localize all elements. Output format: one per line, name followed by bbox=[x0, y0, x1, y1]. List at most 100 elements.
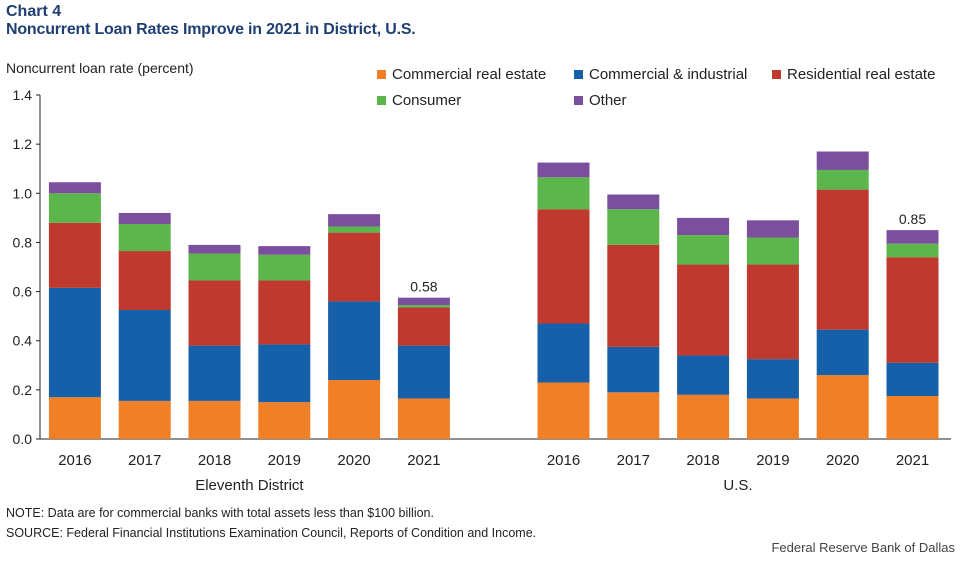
x-tick-label: 2018 bbox=[686, 452, 719, 469]
y-tick-label: 0.4 bbox=[13, 333, 33, 349]
x-tick-label: 2020 bbox=[337, 452, 370, 469]
bar-segment bbox=[328, 301, 381, 381]
bar-segment bbox=[607, 346, 660, 393]
bar-segment bbox=[328, 232, 381, 302]
y-tick-label: 1.2 bbox=[13, 136, 33, 152]
bar-segment bbox=[816, 189, 869, 330]
data-label: 0.58 bbox=[410, 279, 437, 295]
bar-segment bbox=[328, 214, 381, 227]
y-tick-label: 0.8 bbox=[13, 234, 33, 250]
bar-segment bbox=[397, 398, 450, 439]
y-tick-label: 0.6 bbox=[13, 284, 33, 300]
bar-segment bbox=[746, 237, 799, 265]
bar-segment bbox=[677, 394, 730, 439]
bar-segment bbox=[48, 182, 101, 194]
legend-item-residential-real-estate: Residential real estate bbox=[772, 66, 935, 83]
bar-segment bbox=[886, 257, 939, 363]
x-tick-label: 2017 bbox=[617, 452, 650, 469]
bar-segment bbox=[118, 400, 171, 439]
y-tick-label: 1.4 bbox=[13, 87, 33, 103]
bar-segment bbox=[397, 307, 450, 346]
bar-segment bbox=[397, 297, 450, 306]
bar-segment bbox=[118, 251, 171, 310]
bar-segment bbox=[886, 396, 939, 439]
legend-label: Residential real estate bbox=[787, 66, 936, 83]
bar-segment bbox=[677, 264, 730, 356]
bar-segment bbox=[328, 380, 381, 439]
bar-segment bbox=[258, 280, 311, 345]
bar-segment bbox=[677, 217, 730, 236]
x-tick-label: 2016 bbox=[547, 452, 580, 469]
bar-segment bbox=[118, 310, 171, 401]
chart-number: Chart 4 bbox=[6, 3, 62, 20]
y-tick-label: 1.0 bbox=[13, 185, 33, 201]
bar-segment bbox=[48, 287, 101, 398]
bar-segment bbox=[397, 305, 450, 308]
bar-segment bbox=[677, 355, 730, 395]
bar-segment bbox=[746, 264, 799, 360]
x-tick-label: 2021 bbox=[407, 452, 440, 469]
y-tick-label: 0.2 bbox=[13, 382, 33, 398]
bar-segment bbox=[607, 194, 660, 210]
bar-segment bbox=[746, 398, 799, 439]
legend-item-consumer: Consumer bbox=[377, 92, 461, 109]
legend-label: Commercial real estate bbox=[392, 66, 547, 83]
bar-segment bbox=[607, 244, 660, 347]
bar-segment bbox=[48, 193, 101, 223]
bar-segment bbox=[537, 177, 590, 210]
legend-label: Commercial & industrial bbox=[589, 66, 748, 83]
bar-segment bbox=[607, 209, 660, 245]
bar-segment bbox=[188, 244, 241, 254]
source-text: SOURCE: Federal Financial Institutions E… bbox=[6, 526, 537, 540]
y-tick-label: 0.0 bbox=[13, 431, 33, 447]
bar-segment bbox=[188, 280, 241, 346]
bar-segment bbox=[118, 212, 171, 224]
legend-swatch bbox=[377, 96, 386, 105]
bar-segment bbox=[537, 382, 590, 439]
bar-segment bbox=[886, 362, 939, 396]
bar-segment bbox=[537, 209, 590, 324]
x-tick-label: 2016 bbox=[58, 452, 91, 469]
bar-segment bbox=[48, 397, 101, 439]
x-tick-label: 2021 bbox=[896, 452, 929, 469]
legend-label: Consumer bbox=[392, 92, 462, 109]
bar-segment bbox=[258, 402, 311, 439]
bar-segment bbox=[188, 345, 241, 401]
x-tick-label: 2017 bbox=[128, 452, 161, 469]
bar-segment bbox=[258, 254, 311, 281]
x-tick-label: 2019 bbox=[756, 452, 789, 469]
x-tick-label: 2020 bbox=[826, 452, 859, 469]
bar-segment bbox=[677, 235, 730, 265]
legend-item-other: Other bbox=[574, 92, 627, 109]
bar-segment bbox=[537, 323, 590, 383]
group-label: U.S. bbox=[723, 477, 752, 494]
bar-segment bbox=[816, 169, 869, 190]
bar-segment bbox=[746, 220, 799, 238]
bar-segment bbox=[397, 345, 450, 399]
legend-swatch bbox=[772, 70, 781, 79]
group-label: Eleventh District bbox=[195, 477, 304, 494]
bar-segment bbox=[188, 253, 241, 281]
bar-segment bbox=[886, 230, 939, 244]
bar-segment bbox=[607, 392, 660, 439]
bar-segment bbox=[258, 344, 311, 403]
y-axis-label: Noncurrent loan rate (percent) bbox=[6, 60, 194, 76]
bar-segment bbox=[118, 224, 171, 252]
bar-segment bbox=[816, 329, 869, 376]
bar-segment bbox=[258, 246, 311, 255]
bar-segment bbox=[746, 359, 799, 399]
legend-swatch bbox=[574, 70, 583, 79]
chart-title: Noncurrent Loan Rates Improve in 2021 in… bbox=[6, 21, 416, 38]
bar-segment bbox=[816, 375, 869, 439]
bar-segment bbox=[816, 151, 869, 170]
legend-swatch bbox=[377, 70, 386, 79]
note-text: NOTE: Data are for commercial banks with… bbox=[6, 506, 434, 520]
x-tick-label: 2018 bbox=[198, 452, 231, 469]
legend-item-commercial-industrial: Commercial & industrial bbox=[574, 66, 747, 83]
bar-segment bbox=[886, 243, 939, 258]
bar-segment bbox=[48, 222, 101, 288]
bar-segment bbox=[328, 226, 381, 233]
bar-segment bbox=[537, 162, 590, 178]
credit-text: Federal Reserve Bank of Dallas bbox=[771, 540, 955, 555]
